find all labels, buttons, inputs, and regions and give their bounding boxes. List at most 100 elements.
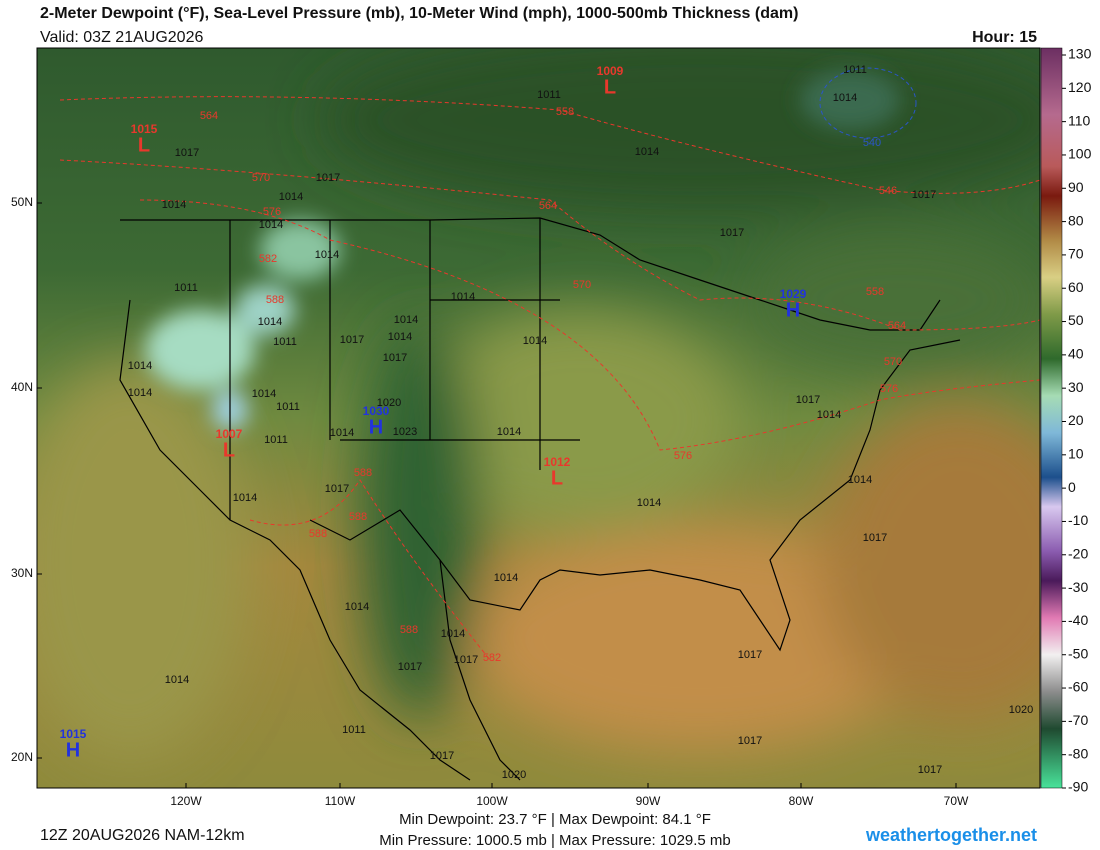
thickness-label: 564	[539, 200, 557, 212]
thickness-label: 588	[309, 528, 327, 540]
pressure-center-letter: H	[66, 739, 80, 761]
isobar-label: 1017	[398, 661, 422, 673]
isobar-label: 1011	[342, 724, 366, 736]
map-frame	[36, 47, 1041, 789]
colorbar-label: -20	[1068, 545, 1088, 561]
thickness-label: 564	[200, 110, 218, 122]
thickness-label: 582	[483, 652, 501, 664]
isobar-label: 1014	[128, 387, 152, 399]
isobar-label: 1020	[377, 397, 401, 409]
isobar-label: 1014	[494, 572, 518, 584]
colorbar-label: -40	[1068, 612, 1088, 628]
pressure-center-value: 1007	[216, 427, 243, 441]
colorbar-label: 70	[1068, 246, 1084, 262]
site-credit: weathertogether.net	[865, 825, 1037, 845]
thickness-label: 564	[888, 320, 906, 332]
isobar-label: 1014	[441, 628, 465, 640]
isobar-label: 1014	[635, 146, 659, 158]
colorbar-label: 0	[1068, 479, 1076, 495]
isobar-label: 1014	[523, 335, 547, 347]
pressure-center-letter: L	[138, 134, 150, 156]
latitude-label: 50N	[11, 195, 33, 209]
colorbar-label: -80	[1068, 745, 1088, 761]
colorbar-label: 40	[1068, 346, 1084, 362]
isobar-label: 1014	[637, 497, 661, 509]
latitude-label: 20N	[11, 750, 33, 764]
model-run: 12Z 20AUG2026 NAM-12km	[40, 827, 245, 844]
thickness-label: 576	[880, 383, 898, 395]
thickness-label: 588	[266, 294, 284, 306]
isobar-label: 1017	[918, 764, 942, 776]
colorbar	[1040, 47, 1063, 789]
isobar-label: 1011	[174, 282, 198, 294]
pressure-center-letter: H	[369, 416, 383, 438]
pressure-center-value: 1015	[60, 727, 87, 741]
isobar-label: 1011	[843, 64, 867, 76]
isobar-label: 1011	[264, 434, 288, 446]
colorbar-label: 60	[1068, 279, 1084, 295]
isobar-label: 1014	[315, 249, 339, 261]
colorbar-label: -50	[1068, 645, 1088, 661]
isobar-label: 1017	[738, 735, 762, 747]
pressure-center-letter: H	[786, 299, 800, 321]
isobar-label: 1014	[259, 219, 283, 231]
isobar-label: 1014	[233, 492, 257, 504]
isobar-label: 1017	[738, 649, 762, 661]
latitude-label: 30N	[11, 566, 33, 580]
colorbar-label: -90	[1068, 779, 1088, 795]
isobar-label: 1014	[817, 409, 841, 421]
thickness-label: 570	[884, 356, 902, 368]
pressure-center-value: 1012	[544, 455, 571, 469]
colorbar-label: 80	[1068, 212, 1084, 228]
isobar-label: 1014	[345, 601, 369, 613]
isobar-label: 1020	[1009, 704, 1033, 716]
isobar-label: 1017	[912, 189, 936, 201]
isobar-label: 1014	[128, 360, 152, 372]
longitude-label: 100W	[476, 794, 508, 808]
isobar-label: 1020	[502, 769, 526, 781]
isobar-label: 1014	[394, 314, 418, 326]
pressure-center-letter: L	[551, 467, 563, 489]
isobar-label: 1014	[258, 316, 282, 328]
colorbar-label: 100	[1068, 146, 1092, 162]
longitude-label: 110W	[325, 794, 356, 808]
valid-time: Valid: 03Z 21AUG2026	[40, 29, 203, 46]
thickness-label: 570	[573, 279, 591, 291]
isobar-label: 1014	[165, 674, 189, 686]
isobar-label: 1011	[537, 89, 561, 101]
title: 2-Meter Dewpoint (°F), Sea-Level Pressur…	[40, 5, 798, 22]
isobar-label: 1017	[383, 352, 407, 364]
longitude-label: 70W	[944, 794, 969, 808]
isobar-label: 1017	[454, 654, 478, 666]
isobar-label: 1014	[162, 199, 186, 211]
colorbar-label: 50	[1068, 312, 1084, 328]
pressure-center-value: 1029	[780, 287, 807, 301]
isobar-label: 1017	[316, 172, 340, 184]
pressure-center-letter: L	[223, 439, 235, 461]
thickness-label: 576	[263, 206, 281, 218]
colorbar-label: 110	[1068, 112, 1091, 128]
colorbar-label: -10	[1068, 512, 1088, 528]
thickness-label: 570	[252, 172, 270, 184]
isobar-label: 1017	[720, 227, 744, 239]
isobar-label: 1023	[393, 426, 417, 438]
isobar-label: 1017	[340, 334, 364, 346]
longitude-label: 90W	[636, 794, 661, 808]
latitude-label: 40N	[11, 380, 33, 394]
thickness-label: 546	[879, 185, 897, 197]
isobar-label: 1014	[497, 426, 521, 438]
thickness-label: 588	[354, 467, 372, 479]
pressure-center-value: 1030	[363, 404, 390, 418]
isobar-label: 1017	[796, 394, 820, 406]
isobar-label: 1017	[175, 147, 199, 159]
isobar-label: 1017	[430, 750, 454, 762]
colorbar-label: -30	[1068, 579, 1088, 595]
colorbar-label: 130	[1068, 46, 1092, 62]
isobar-label: 1017	[325, 483, 349, 495]
pressure-center-value: 1009	[597, 64, 624, 78]
longitude-label: 80W	[789, 794, 814, 808]
longitude-label: 120W	[170, 794, 202, 808]
isobar-label: 1017	[863, 532, 887, 544]
thickness-label: 588	[400, 624, 418, 636]
colorbar-label: -70	[1068, 712, 1088, 728]
